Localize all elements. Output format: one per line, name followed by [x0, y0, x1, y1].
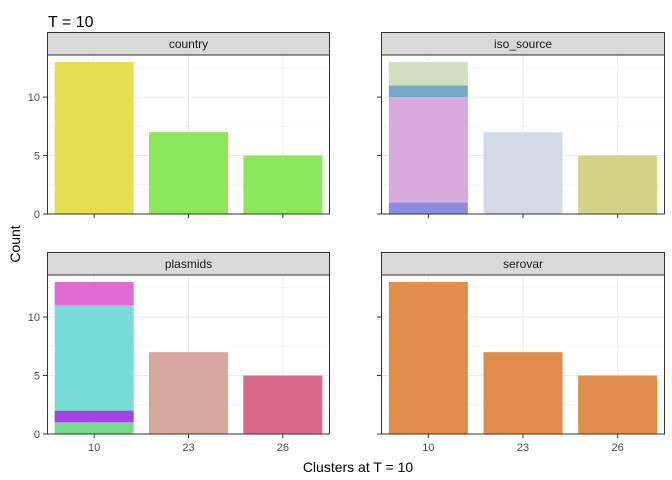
panel-serovar: serovar 10 23 26 — [377, 252, 665, 454]
x-tick-label: 26 — [277, 442, 289, 454]
bar-segment-serovar-10 — [388, 282, 468, 434]
y-tick-label: 5 — [34, 151, 40, 163]
bar-segment-iso_source-23 — [483, 132, 563, 214]
bar-segment-plasmids-23 — [149, 352, 228, 434]
y-tick-label: 10 — [28, 312, 40, 324]
bar-segment-iso_source-26 — [578, 155, 658, 214]
x-tick-label: 23 — [517, 442, 529, 454]
strip-label: iso_source — [494, 37, 552, 51]
bar-segment-serovar-26 — [578, 375, 658, 434]
strip-background — [47, 252, 330, 276]
panel-iso_source: iso_source — [377, 32, 665, 218]
x-tick-label: 23 — [182, 442, 194, 454]
y-axis-title: Count — [7, 225, 23, 262]
chart-title: T = 10 — [48, 14, 94, 31]
x-axis-title: Clusters at T = 10 — [303, 459, 414, 475]
bar-segment-iso_source-10 — [388, 97, 468, 203]
bar-segment-country-23 — [149, 132, 228, 214]
panel-plasmids: plasmids 0 5 10 10 23 26 — [28, 252, 330, 454]
y-tick-label: 0 — [34, 209, 40, 221]
strip-background — [381, 32, 665, 56]
bar-segment-plasmids-10 — [54, 305, 134, 411]
y-tick-label: 5 — [34, 371, 40, 383]
x-tick-label: 26 — [612, 442, 624, 454]
y-tick-label: 10 — [28, 92, 40, 104]
y-tick-label: 0 — [34, 429, 40, 441]
bar-segment-iso_source-10 — [388, 85, 468, 98]
bar-segment-plasmids-10 — [54, 422, 134, 434]
bar-segment-plasmids-26 — [243, 375, 323, 434]
x-tick-label: 10 — [422, 442, 434, 454]
bar-segment-iso_source-10 — [388, 202, 468, 214]
panel-country: country 0 5 10 — [28, 32, 330, 221]
bar-segment-country-26 — [243, 155, 323, 214]
strip-background — [381, 252, 665, 276]
bar-segment-country-10 — [54, 62, 134, 214]
bar-segment-plasmids-10 — [54, 282, 134, 306]
strip-label: plasmids — [165, 257, 212, 271]
bar-segment-iso_source-10 — [388, 62, 468, 86]
strip-background — [47, 32, 330, 56]
x-tick-label: 10 — [88, 442, 100, 454]
bar-segment-serovar-23 — [483, 352, 563, 434]
strip-label: country — [169, 37, 208, 51]
strip-label: serovar — [503, 257, 543, 271]
bar-segment-plasmids-10 — [54, 410, 134, 423]
